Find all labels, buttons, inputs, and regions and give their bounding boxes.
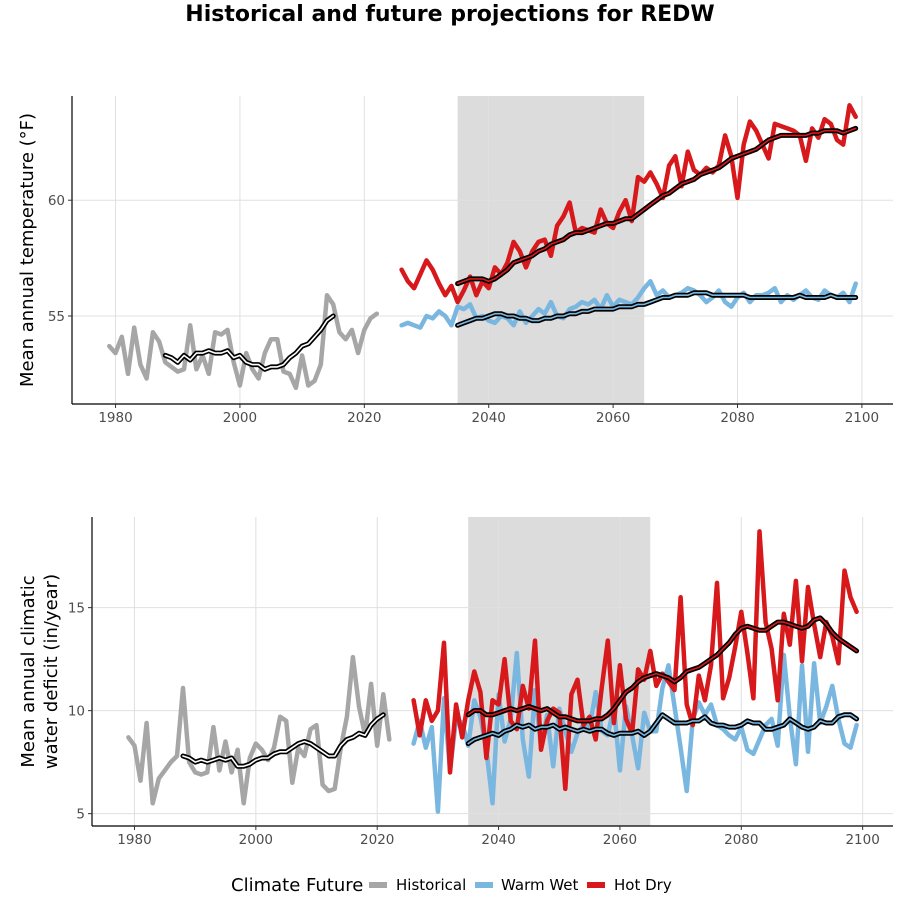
x-tick-label: 2020 <box>347 410 381 426</box>
series-line-historical <box>107 292 380 391</box>
y-axis-label: Mean annual climatic water deficit (in/ye… <box>18 574 62 769</box>
smooth-line-hot-dry <box>467 617 858 722</box>
x-tick-label: 2100 <box>845 410 879 426</box>
series-line-hot-dry <box>411 529 859 792</box>
legend-label-warm-wet: Warm Wet <box>501 876 579 894</box>
y-axis-label: Mean annual temperature (°F) <box>17 113 38 387</box>
smooth-line-historical <box>182 713 385 768</box>
smooth-line-warm-wet <box>467 713 858 745</box>
x-tick-label: 2080 <box>720 410 754 426</box>
x-tick-label: 2000 <box>223 410 257 426</box>
x-tick-label: 2100 <box>845 832 879 848</box>
legend-item-historical: Historical <box>369 876 466 894</box>
series-line-hot-dry <box>399 103 858 305</box>
legend-label-historical: Historical <box>396 876 466 894</box>
x-tick-label: 2080 <box>724 832 758 848</box>
x-tick-label: 2000 <box>239 832 273 848</box>
x-tick-label: 2060 <box>603 832 637 848</box>
temperature-panel: 1980 2000 2020 2040 2060 2080 2100 55 60 Mean ann… <box>17 96 893 426</box>
legend-label-hot-dry: Hot Dry <box>614 876 672 894</box>
x-tick-label: 2040 <box>481 832 515 848</box>
legend-title: Climate Future <box>231 875 363 896</box>
y-tick-label: 5 <box>76 807 85 823</box>
x-tick-label: 1980 <box>117 832 151 848</box>
y-tick-label: 55 <box>48 309 65 325</box>
legend: Climate Future Historical Warm Wet Hot D… <box>231 875 672 896</box>
x-tick-label: 2060 <box>596 410 630 426</box>
x-tick-label: 2040 <box>472 410 506 426</box>
legend-item-hot-dry: Hot Dry <box>587 876 672 894</box>
smooth-line-hot-dry <box>456 127 857 285</box>
figure-title: Historical and future projections for RE… <box>185 2 714 27</box>
smooth-line-historical <box>164 315 335 371</box>
water-deficit-panel: 1980 2000 2020 2040 2060 2080 2100 5 10 15 Mean an… <box>18 517 893 848</box>
y-tick-label: 60 <box>48 193 65 209</box>
series-line-historical <box>126 654 392 806</box>
legend-item-warm-wet: Warm Wet <box>475 876 579 894</box>
x-tick-label: 1980 <box>98 410 132 426</box>
y-tick-label: 10 <box>68 704 85 720</box>
smooth-line-warm-wet <box>456 291 857 327</box>
x-tick-label: 2020 <box>360 832 394 848</box>
y-tick-label: 15 <box>68 601 85 617</box>
